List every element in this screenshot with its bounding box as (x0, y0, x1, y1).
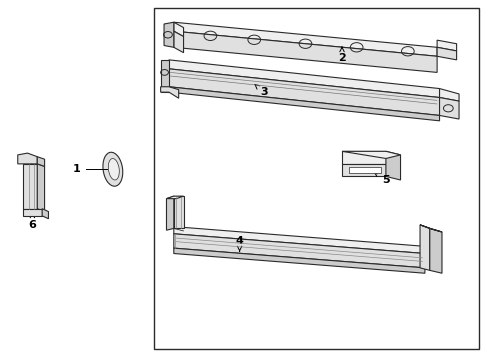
Polygon shape (160, 87, 168, 92)
Polygon shape (22, 209, 42, 216)
Polygon shape (173, 196, 183, 228)
Text: 2: 2 (338, 47, 345, 63)
Polygon shape (173, 234, 424, 268)
Polygon shape (173, 226, 424, 253)
Polygon shape (173, 22, 436, 56)
Text: 5: 5 (374, 172, 389, 185)
Polygon shape (166, 196, 173, 230)
Text: 6: 6 (28, 213, 36, 230)
Polygon shape (168, 87, 439, 121)
Polygon shape (160, 60, 168, 87)
Polygon shape (160, 87, 178, 98)
Ellipse shape (108, 158, 119, 180)
Polygon shape (37, 157, 44, 166)
Polygon shape (18, 153, 37, 164)
Polygon shape (436, 40, 456, 51)
Polygon shape (22, 164, 37, 209)
Polygon shape (168, 60, 439, 98)
Polygon shape (341, 164, 385, 176)
Polygon shape (168, 69, 439, 116)
Polygon shape (42, 209, 48, 219)
Polygon shape (166, 196, 183, 199)
Polygon shape (173, 31, 436, 72)
Polygon shape (341, 151, 385, 164)
Polygon shape (436, 47, 456, 60)
Text: 1: 1 (72, 164, 80, 174)
Polygon shape (419, 225, 441, 232)
Polygon shape (348, 167, 380, 173)
Polygon shape (419, 225, 429, 270)
Polygon shape (163, 22, 173, 47)
Text: 4: 4 (235, 236, 243, 252)
Polygon shape (341, 151, 400, 158)
Polygon shape (173, 22, 183, 37)
Text: 3: 3 (254, 85, 267, 97)
Ellipse shape (102, 152, 122, 186)
Polygon shape (385, 151, 400, 180)
Polygon shape (37, 164, 44, 212)
Polygon shape (173, 248, 424, 273)
Polygon shape (429, 228, 441, 273)
Polygon shape (173, 31, 183, 53)
Bar (154, 8, 478, 348)
Polygon shape (439, 98, 458, 119)
Polygon shape (439, 89, 458, 101)
